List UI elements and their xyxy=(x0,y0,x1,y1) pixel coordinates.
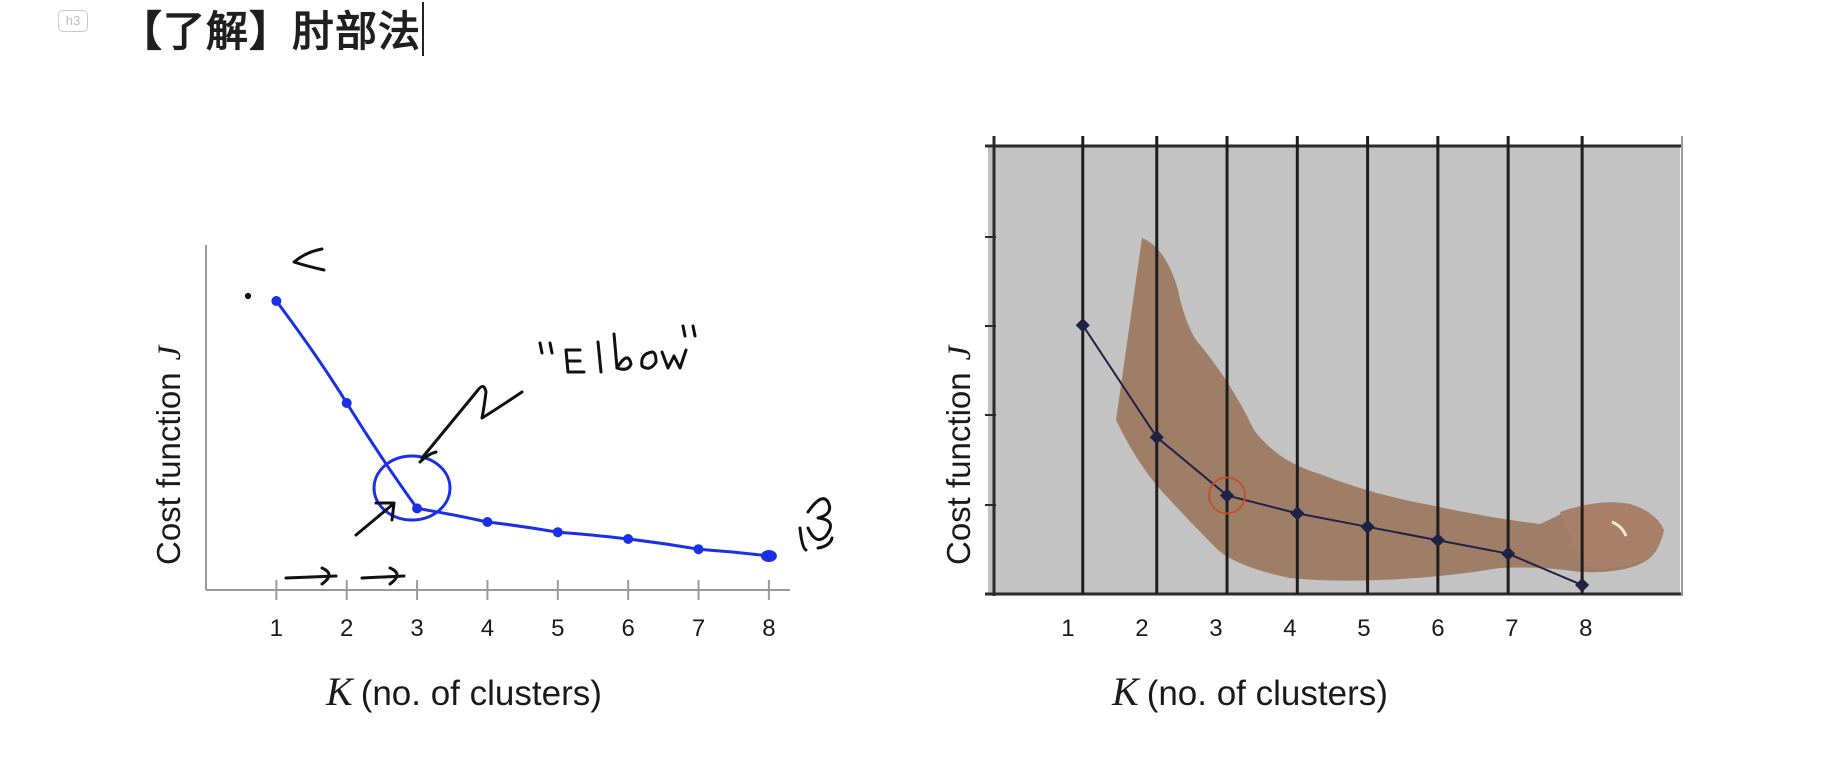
left-x-tick-label: 4 xyxy=(481,615,494,642)
left-data-point xyxy=(552,527,563,538)
left-x-axis-label: K (no. of clusters) xyxy=(325,669,602,714)
text-caret xyxy=(422,2,425,56)
elbow-tick-mark xyxy=(418,450,438,464)
letter-b xyxy=(612,332,633,371)
right-series-line xyxy=(1081,324,1583,586)
left-x-tick-label: 6 xyxy=(621,615,634,642)
right-x-tick-label: 4 xyxy=(1283,615,1296,642)
elbow-circle xyxy=(372,454,452,522)
right-end-squiggle-icon xyxy=(806,497,834,550)
letter-l xyxy=(596,340,603,374)
left-x-tick-label: 8 xyxy=(762,615,775,642)
right-data-point xyxy=(1575,577,1590,593)
right-data-point xyxy=(1075,318,1090,333)
arm-illustration xyxy=(1116,238,1664,581)
right-x-tick-label: 1 xyxy=(1061,615,1074,642)
elbow-pointer-squiggle-icon xyxy=(420,385,524,460)
right-data-point xyxy=(1219,488,1235,503)
right-data-point xyxy=(1430,533,1445,548)
right-y-axis-label: Cost functionJ xyxy=(940,344,978,565)
right-series-points xyxy=(1075,318,1590,593)
left-data-point xyxy=(623,534,634,544)
hand-highlight xyxy=(1611,520,1628,537)
left-data-point xyxy=(341,398,352,408)
page-heading[interactable]: 【了解】肘部法 xyxy=(120,0,425,64)
right-data-point xyxy=(1149,430,1164,445)
right-x-tick-label: 6 xyxy=(1431,615,1444,642)
right-x-tick-label: 5 xyxy=(1357,615,1370,642)
left-x-tick-marks xyxy=(275,580,770,600)
right-x-axis-label: K (no. of clusters) xyxy=(1111,669,1388,714)
right-x-tick-label: 2 xyxy=(1135,615,1148,642)
handwritten-annotations xyxy=(244,247,834,586)
heading-text: 【了解】肘部法 xyxy=(120,7,422,56)
arrow-to-elbow-icon xyxy=(354,501,396,537)
hand-shape xyxy=(1560,502,1664,569)
arrow-right-1-icon xyxy=(284,566,338,586)
left-y-axis-label: Cost functionJ xyxy=(150,344,188,565)
right-x-tick-labels: 1 2 3 4 5 6 7 8 xyxy=(1061,615,1592,642)
left-data-point xyxy=(412,503,423,514)
letter-o xyxy=(640,350,658,370)
left-data-point xyxy=(693,544,704,555)
elbow-open-quote xyxy=(538,341,554,355)
left-x-tick-label: 3 xyxy=(410,615,423,642)
left-series-line xyxy=(274,299,771,558)
left-x-tick-labels: 1 2 3 4 5 6 7 8 xyxy=(270,615,776,642)
elbow-highlight-circle xyxy=(1208,476,1247,515)
elbow-close-quote xyxy=(681,324,697,338)
arrow-right-2-icon xyxy=(360,566,406,586)
left-data-point xyxy=(271,296,282,306)
letter-e xyxy=(564,348,586,374)
left-data-point xyxy=(482,517,493,527)
right-x-tick-label: 3 xyxy=(1209,615,1222,642)
right-data-point xyxy=(1501,546,1516,561)
elbow-chart-handdrawn: 1 2 3 4 5 6 7 8 Cost functionJ K (no. of cluster… xyxy=(150,245,834,714)
left-x-tick-label: 2 xyxy=(340,615,353,642)
left-data-point xyxy=(760,550,777,562)
elbow-chart-with-arm: 1 2 3 4 5 6 7 8 Cost functionJ K (no. of cluster… xyxy=(940,136,1683,714)
left-x-tick-label: 5 xyxy=(551,615,564,642)
letter-w xyxy=(660,348,688,370)
heading-level-badge: h3 xyxy=(58,10,88,32)
arm-shape xyxy=(1116,238,1662,581)
right-data-point xyxy=(1290,506,1305,521)
right-y-tick-marks xyxy=(985,236,996,506)
right-data-point xyxy=(1360,519,1375,534)
left-series-points xyxy=(271,296,777,562)
right-x-tick-label: 8 xyxy=(1579,615,1592,642)
left-x-tick-label: 1 xyxy=(270,615,283,642)
left-x-tick-label: 7 xyxy=(692,615,705,642)
arrow-first-point-icon xyxy=(292,247,326,272)
right-end-stroke xyxy=(798,526,808,552)
pen-dot xyxy=(244,292,252,300)
right-x-tick-label: 7 xyxy=(1505,615,1518,642)
